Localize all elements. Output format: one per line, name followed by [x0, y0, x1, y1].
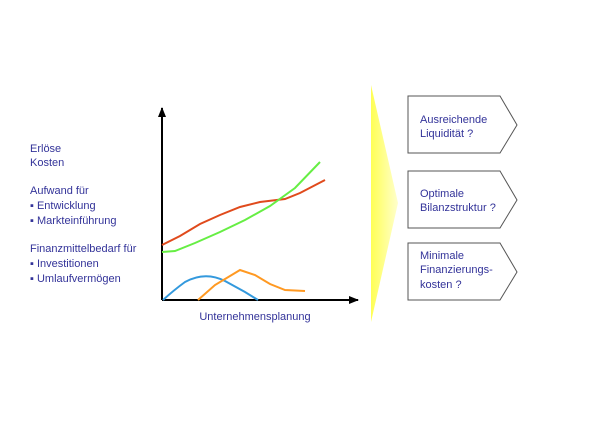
- label: ▪ Markteinführung: [30, 215, 116, 227]
- label: Aufwand für: [30, 185, 89, 197]
- left-labels: Erlöse Kosten Aufwand für ▪ Entwicklung …: [30, 143, 137, 285]
- question-box: [407, 170, 518, 229]
- question-text: kosten ?: [420, 279, 462, 291]
- question-text: Optimale: [420, 188, 464, 200]
- question-box: [407, 242, 518, 301]
- question-box: [407, 95, 518, 154]
- curve-blue: [162, 275, 259, 301]
- label: Erlöse: [30, 143, 61, 155]
- curve-green: [161, 161, 321, 253]
- label: Finanzmittelbedarf für: [30, 243, 137, 255]
- questions: Ausreichende Liquidität ? Optimale Bilan…: [407, 95, 518, 301]
- question-text: Ausreichende: [420, 114, 487, 126]
- funnel-arrow: [371, 85, 398, 322]
- label: Kosten: [30, 157, 64, 169]
- label: ▪ Investitionen: [30, 258, 99, 270]
- sketch-chart: Unternehmensplanung: [158, 107, 359, 323]
- question-text: Minimale: [420, 250, 464, 262]
- label: ▪ Entwicklung: [30, 200, 96, 212]
- curve-red: [161, 179, 326, 246]
- label: ▪ Umlaufvermögen: [30, 273, 121, 285]
- x-axis-label: Unternehmensplanung: [199, 311, 310, 323]
- question-text: Bilanzstruktur ?: [420, 202, 496, 214]
- curve-orange: [197, 268, 306, 301]
- question-text: Liquidität ?: [420, 128, 473, 140]
- question-text: Finanzierungs-: [420, 264, 493, 276]
